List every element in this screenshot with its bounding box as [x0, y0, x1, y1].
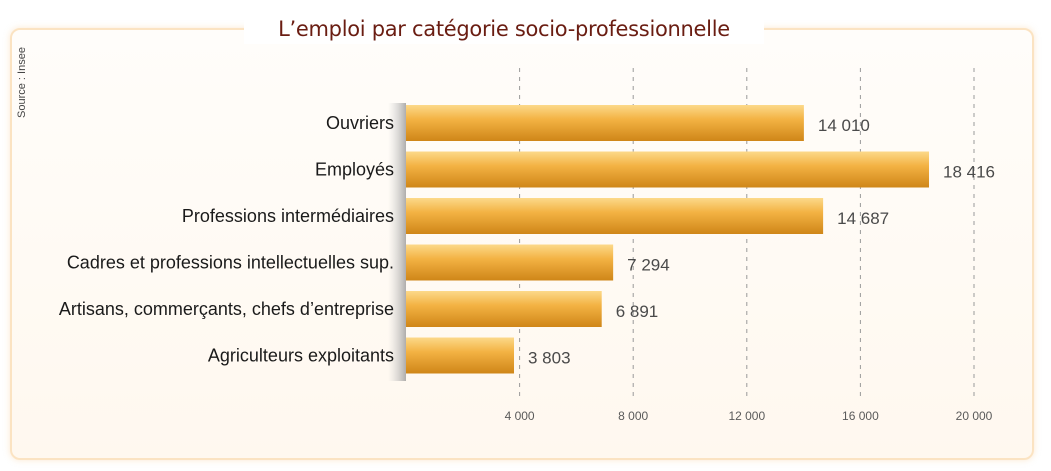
- bar: [406, 291, 602, 327]
- value-label: 14 010: [818, 116, 870, 135]
- value-label: 18 416: [943, 163, 995, 182]
- value-label: 6 891: [616, 302, 659, 321]
- bar: [406, 244, 614, 281]
- value-label: 3 803: [528, 349, 571, 368]
- category-label: Cadres et professions intellectuelles su…: [67, 253, 394, 273]
- x-tick-label: 12 000: [728, 409, 765, 423]
- chart-title: L’emploi par catégorie socio-professionn…: [244, 14, 764, 44]
- category-label: Agriculteurs exploitants: [208, 346, 394, 366]
- category-label: Employés: [315, 160, 394, 180]
- x-tick-label: 16 000: [842, 409, 879, 423]
- chart-frame: [10, 28, 1034, 460]
- value-label: 14 687: [837, 209, 889, 228]
- category-label: Artisans, commerçants, chefs d’entrepris…: [59, 299, 394, 319]
- x-tick-label: 8 000: [618, 409, 648, 423]
- bar: [406, 337, 515, 374]
- category-label: Ouvriers: [326, 113, 394, 133]
- bar: [406, 105, 804, 141]
- bar: [406, 151, 930, 188]
- x-tick-label: 20 000: [956, 409, 993, 423]
- bar: [406, 198, 824, 234]
- x-tick-label: 4 000: [505, 409, 535, 423]
- axis-shadow: [388, 103, 406, 381]
- value-label: 7 294: [627, 256, 670, 275]
- category-label: Professions intermédiaires: [182, 206, 394, 226]
